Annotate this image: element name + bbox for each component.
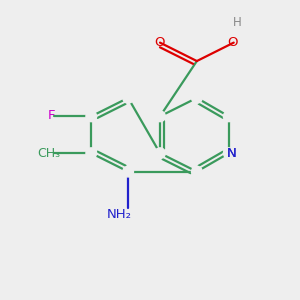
Text: CH₃: CH₃ <box>37 147 60 160</box>
Text: H: H <box>233 16 242 29</box>
Text: N: N <box>227 147 237 161</box>
Circle shape <box>86 148 97 158</box>
Text: N: N <box>227 147 237 161</box>
Text: NH₂: NH₂ <box>106 208 131 221</box>
Circle shape <box>224 148 234 158</box>
Circle shape <box>86 111 97 122</box>
Circle shape <box>224 111 234 122</box>
Circle shape <box>191 166 202 177</box>
Circle shape <box>191 93 202 103</box>
Circle shape <box>155 148 165 158</box>
Text: F: F <box>48 109 55 122</box>
Circle shape <box>123 93 134 103</box>
Text: O: O <box>228 36 238 49</box>
Circle shape <box>155 111 165 122</box>
Text: O: O <box>155 36 165 49</box>
Circle shape <box>123 166 134 177</box>
